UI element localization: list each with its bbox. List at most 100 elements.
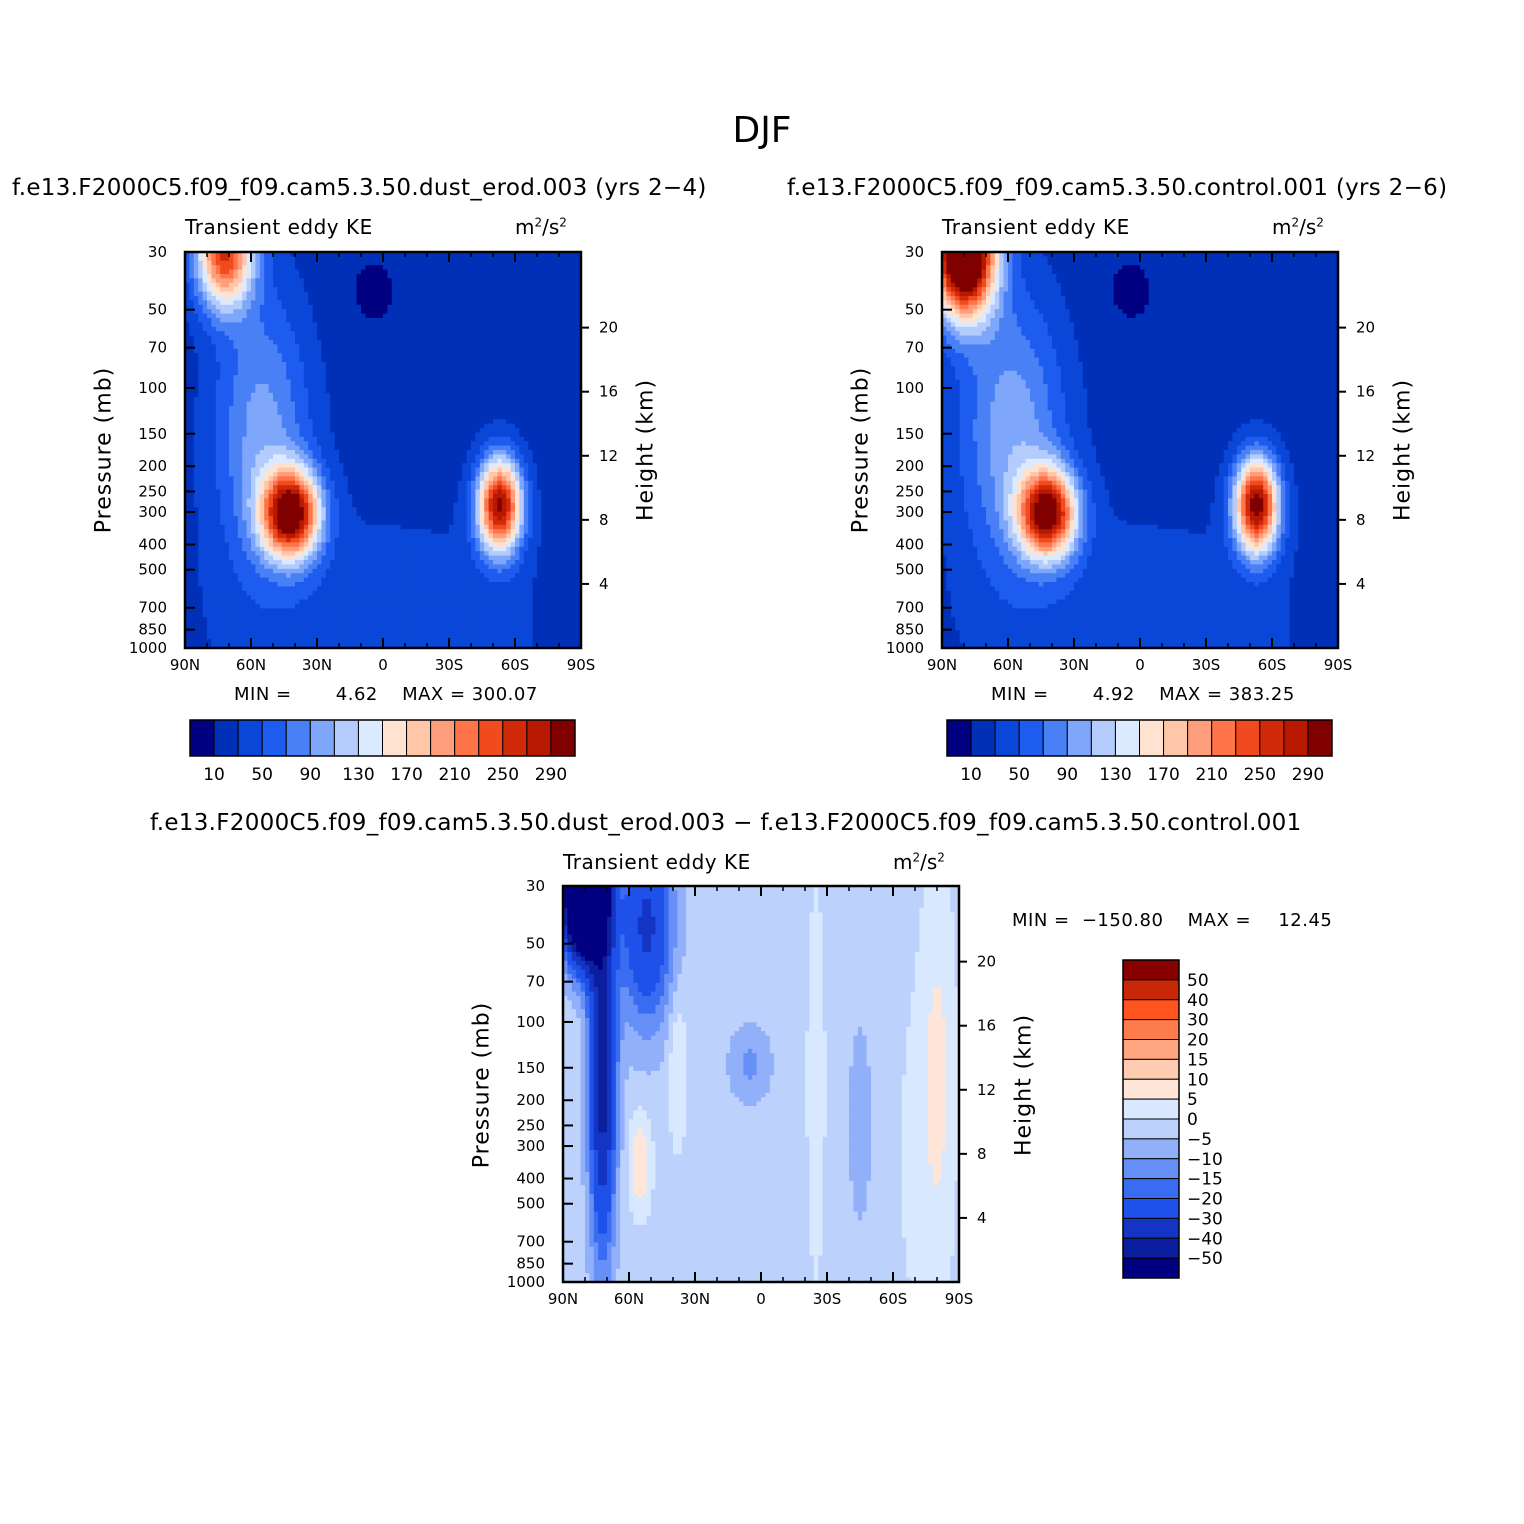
field-cell bbox=[334, 480, 340, 486]
field-cell bbox=[321, 401, 327, 407]
field-cell bbox=[440, 489, 446, 495]
field-cell bbox=[559, 326, 564, 332]
field-cell bbox=[400, 472, 406, 477]
field-cell bbox=[528, 300, 534, 306]
field-cell bbox=[471, 375, 476, 381]
field-cell bbox=[488, 384, 494, 389]
field-cell bbox=[528, 344, 534, 350]
field-cell bbox=[233, 348, 239, 354]
field-cell bbox=[251, 322, 256, 328]
field-cell bbox=[497, 432, 503, 438]
field-cell bbox=[418, 282, 424, 288]
field-cell bbox=[378, 370, 384, 376]
field-cell bbox=[233, 300, 239, 306]
field-cell bbox=[246, 256, 252, 262]
field-cell bbox=[378, 331, 384, 337]
field-cell bbox=[449, 406, 454, 411]
field-cell bbox=[339, 392, 344, 398]
field-cell bbox=[237, 375, 243, 381]
field-cell bbox=[510, 326, 516, 332]
field-cell bbox=[268, 489, 274, 495]
field-cell bbox=[541, 340, 547, 345]
field-cell bbox=[453, 419, 459, 425]
field-cell bbox=[523, 309, 529, 315]
field-cell bbox=[356, 296, 362, 301]
field-cell bbox=[391, 379, 397, 385]
field-cell bbox=[378, 300, 384, 306]
field-cell bbox=[185, 348, 190, 354]
field-cell bbox=[343, 282, 349, 288]
field-cell bbox=[237, 260, 243, 266]
field-cell bbox=[471, 265, 476, 271]
field-cell bbox=[572, 357, 578, 363]
field-cell bbox=[422, 282, 428, 288]
field-cell bbox=[387, 406, 393, 411]
field-cell bbox=[374, 436, 380, 442]
field-cell bbox=[488, 476, 494, 482]
field-cell bbox=[501, 256, 507, 262]
field-cell bbox=[374, 397, 380, 403]
field-cell bbox=[303, 296, 309, 301]
field-cell bbox=[330, 419, 336, 425]
field-cell bbox=[237, 274, 243, 279]
field-cell bbox=[559, 287, 564, 293]
field-cell bbox=[290, 428, 296, 433]
field-cell bbox=[506, 362, 512, 367]
field-cell bbox=[317, 344, 322, 350]
field-cell bbox=[229, 489, 234, 495]
field-cell bbox=[435, 414, 441, 420]
field-cell bbox=[220, 353, 226, 359]
field-cell bbox=[391, 397, 397, 403]
field-cell bbox=[493, 379, 498, 385]
field-cell bbox=[510, 476, 516, 482]
field-cell bbox=[334, 406, 340, 411]
field-cell bbox=[215, 467, 221, 473]
field-cell bbox=[378, 458, 384, 464]
field-cell bbox=[413, 428, 419, 433]
field-cell bbox=[251, 318, 256, 323]
field-cell bbox=[242, 274, 248, 279]
field-cell bbox=[185, 340, 190, 345]
field-cell bbox=[523, 326, 529, 332]
field-cell bbox=[339, 274, 344, 279]
field-cell bbox=[391, 476, 397, 482]
field-cell bbox=[506, 406, 512, 411]
field-cell bbox=[528, 274, 534, 279]
field-cell bbox=[237, 379, 243, 385]
panel-1-ylabel: Pressure (mb) bbox=[92, 367, 117, 534]
field-cell bbox=[242, 309, 248, 315]
field-cell bbox=[493, 357, 498, 363]
field-cell bbox=[554, 476, 560, 482]
field-cell bbox=[444, 282, 450, 288]
field-cell bbox=[308, 282, 314, 288]
field-cell bbox=[457, 357, 463, 363]
field-cell bbox=[233, 401, 239, 407]
field-cell bbox=[515, 296, 520, 301]
field-cell bbox=[475, 252, 481, 257]
field-cell bbox=[559, 467, 564, 473]
field-cell bbox=[475, 441, 481, 447]
field-cell bbox=[576, 313, 582, 319]
field-cell bbox=[378, 304, 384, 310]
field-cell bbox=[189, 436, 195, 442]
field-cell bbox=[391, 436, 397, 442]
field-cell bbox=[224, 485, 230, 491]
field-cell bbox=[510, 362, 516, 367]
field-cell bbox=[466, 260, 472, 266]
field-cell bbox=[251, 423, 256, 429]
field-cell bbox=[233, 252, 239, 257]
field-cell bbox=[334, 260, 340, 266]
field-cell bbox=[185, 353, 190, 359]
field-cell bbox=[255, 269, 261, 275]
field-cell bbox=[352, 366, 358, 372]
field-cell bbox=[255, 348, 261, 354]
field-cell bbox=[453, 366, 459, 372]
field-cell bbox=[202, 366, 208, 372]
field-cell bbox=[347, 441, 353, 447]
field-cell bbox=[567, 388, 573, 394]
field-cell bbox=[418, 291, 424, 297]
field-cell bbox=[295, 357, 300, 363]
field-cell bbox=[273, 252, 278, 257]
field-cell bbox=[400, 335, 406, 341]
field-cell bbox=[387, 340, 393, 345]
